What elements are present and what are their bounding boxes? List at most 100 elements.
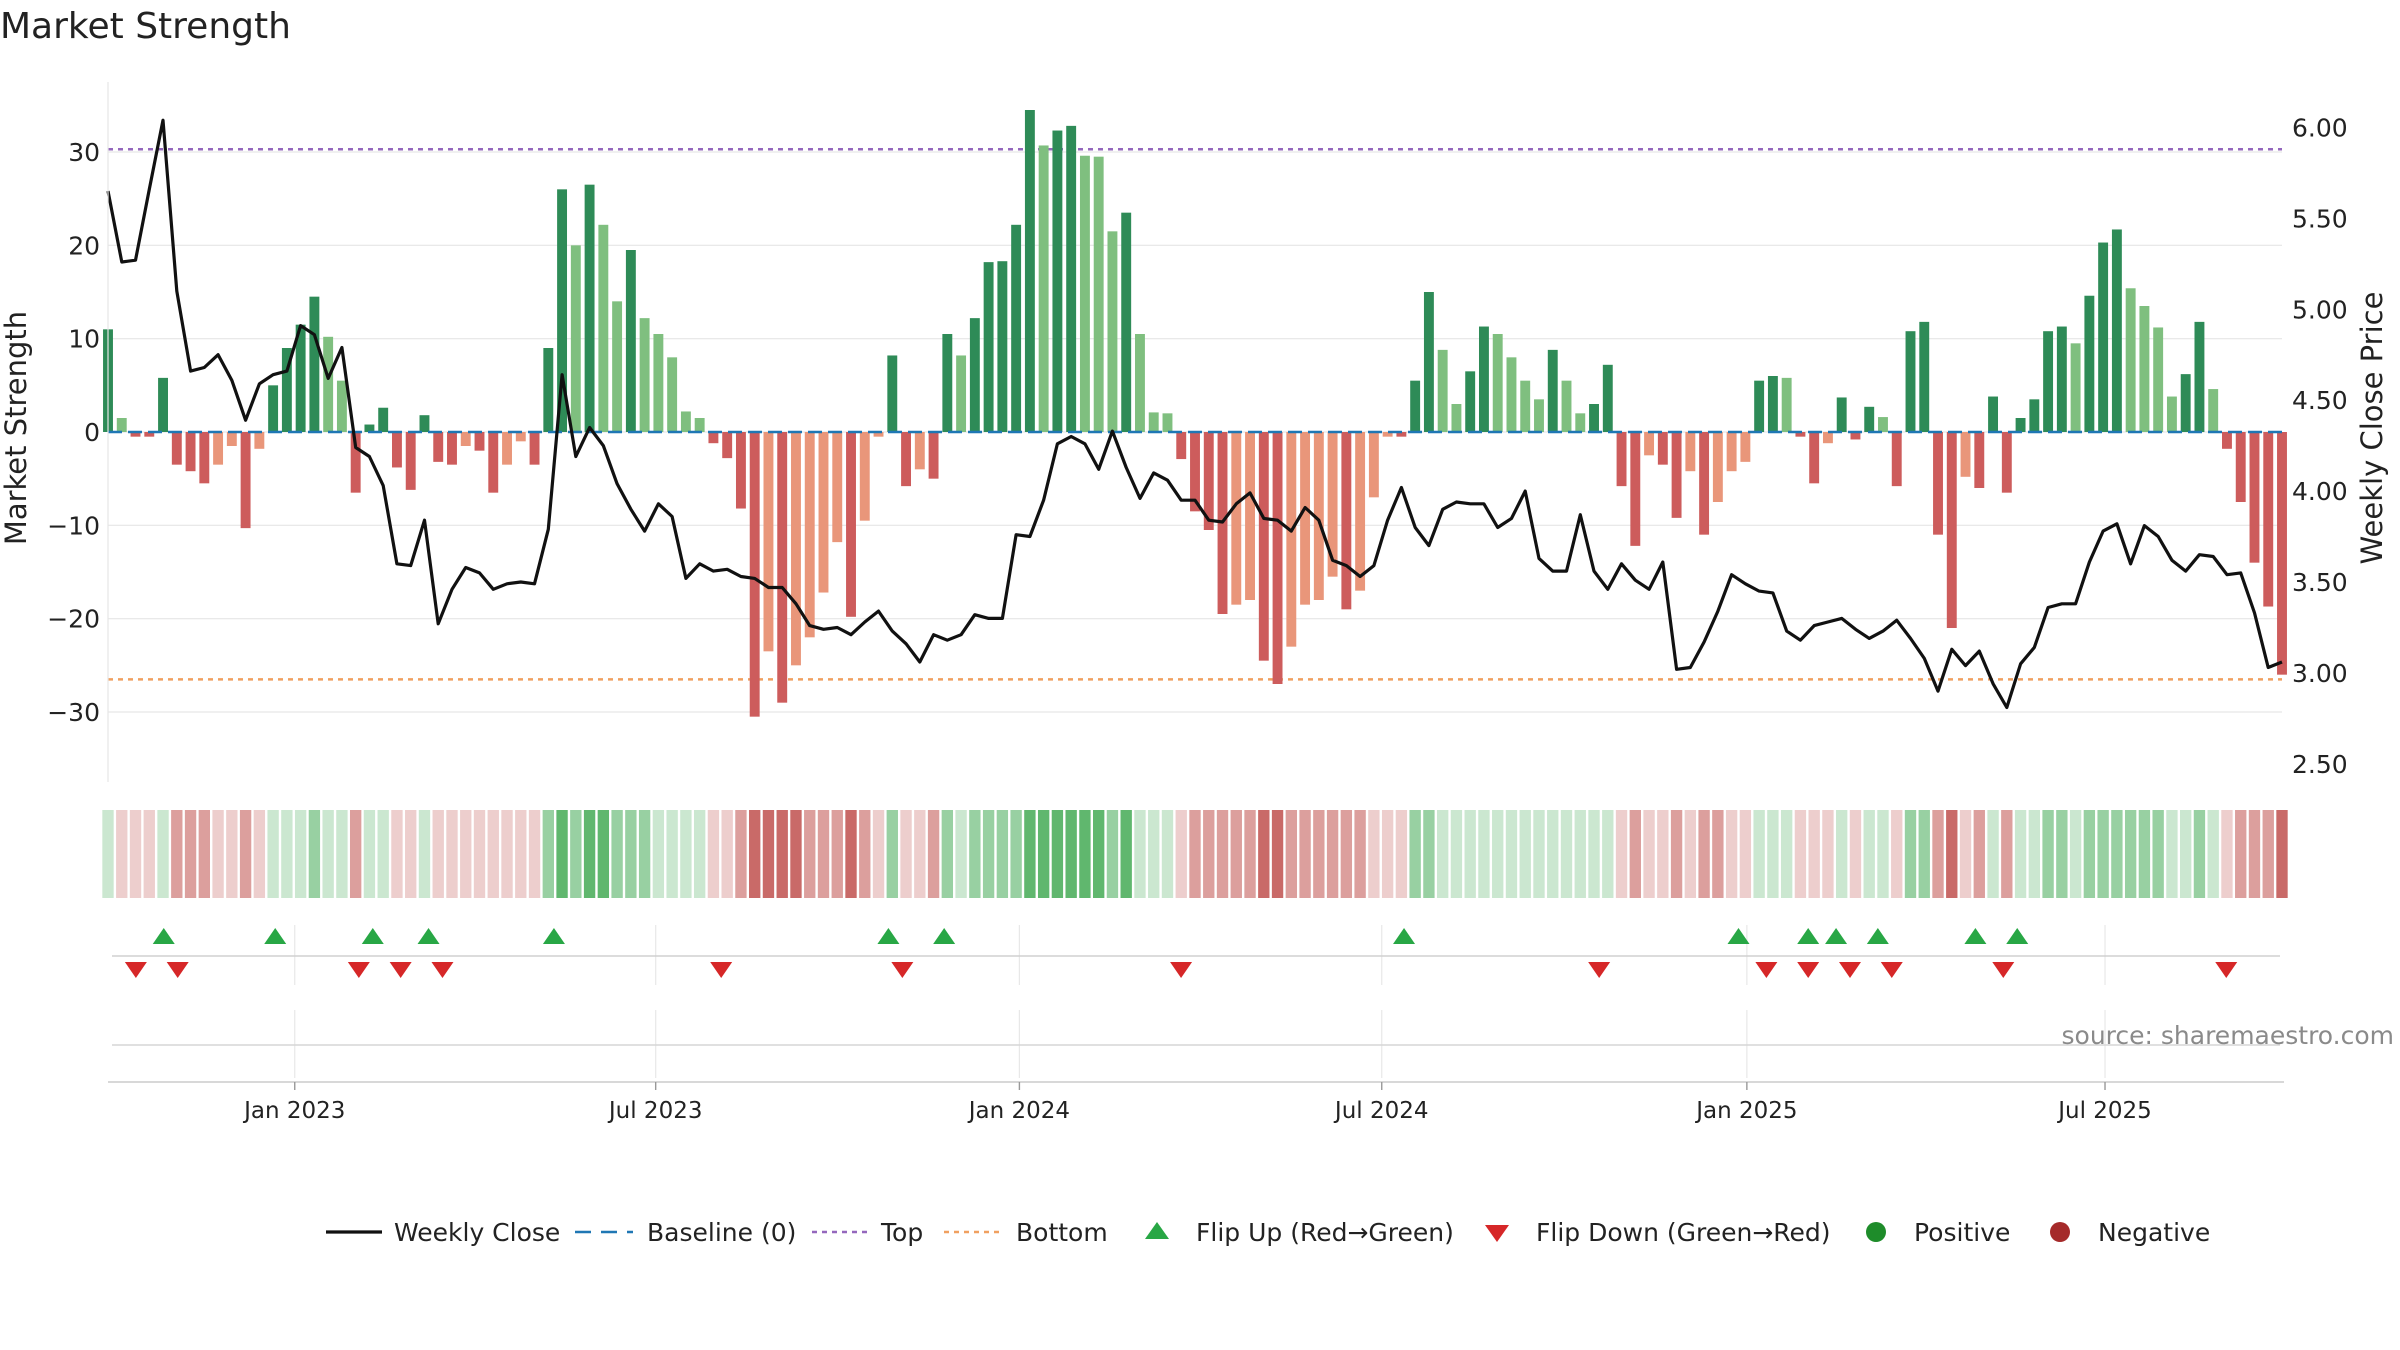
strength-bar bbox=[2125, 288, 2136, 432]
legend-item-flip-up: Flip Up (Red→Green) bbox=[1145, 1218, 1454, 1247]
strength-bar bbox=[1368, 432, 1379, 498]
strength-bar bbox=[1396, 432, 1407, 437]
strength-bar bbox=[997, 261, 1008, 432]
flip-up-marker bbox=[417, 928, 440, 944]
state-cell bbox=[294, 810, 307, 898]
strength-bar bbox=[1245, 432, 1255, 600]
strength-bar bbox=[1616, 432, 1627, 487]
state-cell bbox=[1161, 810, 1174, 898]
state-cell bbox=[1767, 810, 1779, 898]
strength-bar bbox=[447, 432, 457, 465]
left-tick-label: −30 bbox=[47, 698, 100, 727]
x-tick-label: Jan 2025 bbox=[1694, 1098, 1797, 1124]
strength-bar bbox=[1795, 432, 1806, 437]
strength-bar bbox=[639, 318, 650, 432]
state-cell bbox=[652, 810, 665, 898]
state-cell bbox=[2111, 810, 2123, 898]
flip-down-marker bbox=[347, 962, 370, 978]
right-tick-label: 5.50 bbox=[2292, 204, 2348, 233]
state-cell bbox=[460, 810, 472, 898]
source-credit: source: sharemaestro.com bbox=[2062, 1021, 2395, 1050]
flip-down-marker bbox=[431, 962, 454, 978]
strength-bar bbox=[791, 432, 801, 666]
strength-bar bbox=[1547, 349, 1558, 432]
state-cell bbox=[1148, 810, 1160, 898]
strength-bar bbox=[364, 424, 375, 432]
strength-bar bbox=[735, 432, 746, 509]
strength-bar bbox=[268, 385, 279, 432]
strength-bar bbox=[1630, 432, 1641, 546]
state-cell bbox=[1436, 810, 1449, 898]
right-tick-label: 6.00 bbox=[2292, 113, 2348, 142]
strength-bar bbox=[1602, 364, 1613, 432]
flip-down-marker bbox=[710, 962, 733, 978]
state-cell bbox=[1299, 810, 1311, 898]
strength-bar bbox=[350, 432, 361, 493]
state-cell bbox=[817, 810, 830, 898]
strength-bar bbox=[1960, 432, 1971, 477]
flip-down-marker bbox=[1992, 962, 2015, 978]
state-cell bbox=[735, 810, 747, 898]
strength-bar bbox=[2180, 374, 2191, 432]
state-cell bbox=[1120, 810, 1132, 898]
state-cell bbox=[914, 810, 926, 898]
state-cell bbox=[1657, 810, 1669, 898]
strength-bar bbox=[1121, 212, 1132, 432]
state-cell bbox=[886, 810, 898, 898]
strength-bar bbox=[1190, 432, 1200, 512]
strength-bar bbox=[1313, 432, 1324, 600]
strength-bar bbox=[1905, 331, 1916, 432]
state-cell bbox=[487, 810, 499, 898]
state-cell bbox=[2221, 810, 2233, 898]
x-axis: Jan 2023 Jul 2023 Jan 2024 Jul 2024 Jan 2025… bbox=[108, 1081, 2284, 1124]
legend-label: Baseline (0) bbox=[647, 1218, 796, 1247]
state-cell bbox=[157, 810, 169, 898]
state-cell bbox=[707, 810, 720, 898]
strength-bar bbox=[584, 184, 595, 432]
state-cell bbox=[2028, 810, 2041, 898]
x-tick-label: Jul 2024 bbox=[1333, 1098, 1429, 1124]
right-axis-label: Weekly Close Price bbox=[2355, 292, 2389, 565]
state-cell bbox=[1106, 810, 1119, 898]
strength-bar bbox=[1699, 432, 1710, 535]
strength-bar bbox=[1079, 155, 1090, 432]
strength-bar bbox=[1135, 334, 1145, 432]
strength-bar bbox=[2263, 432, 2274, 607]
strength-bar bbox=[543, 348, 554, 432]
state-cell bbox=[501, 810, 513, 898]
state-cell bbox=[1684, 810, 1697, 898]
legend-label: Weekly Close bbox=[394, 1218, 560, 1247]
state-cell bbox=[1932, 810, 1944, 898]
strength-bar bbox=[1382, 432, 1393, 437]
legend-swatch bbox=[1485, 1225, 1509, 1242]
strength-bar bbox=[2111, 229, 2122, 432]
state-cell bbox=[391, 810, 403, 898]
state-cell bbox=[749, 810, 761, 898]
state-cell bbox=[2069, 810, 2082, 898]
state-cell bbox=[2042, 810, 2054, 898]
state-cell bbox=[2276, 810, 2288, 898]
state-cell bbox=[405, 810, 417, 898]
state-cell bbox=[680, 810, 692, 898]
strength-bar bbox=[2084, 295, 2095, 432]
strength-bar bbox=[1506, 357, 1517, 432]
strength-bar bbox=[928, 432, 939, 479]
strength-bar bbox=[2249, 432, 2260, 563]
strength-bar bbox=[1465, 371, 1476, 432]
strength-bar bbox=[1822, 432, 1833, 444]
strength-bar bbox=[1148, 412, 1159, 432]
strength-bar bbox=[1066, 125, 1077, 432]
strength-bar bbox=[901, 432, 912, 487]
legend-swatch bbox=[1866, 1222, 1886, 1242]
state-cell bbox=[1010, 810, 1022, 898]
strength-bar bbox=[2277, 432, 2287, 675]
x-tick-label: Jul 2025 bbox=[2056, 1098, 2152, 1124]
flip-up-marker bbox=[1964, 928, 1987, 944]
state-cell bbox=[1079, 810, 1091, 898]
state-cell bbox=[666, 810, 678, 898]
strength-bar bbox=[1561, 380, 1572, 432]
strength-bar bbox=[1575, 413, 1586, 432]
strength-bar bbox=[1451, 404, 1462, 432]
flip-up-marker bbox=[542, 928, 565, 944]
strength-bar bbox=[1478, 326, 1489, 432]
